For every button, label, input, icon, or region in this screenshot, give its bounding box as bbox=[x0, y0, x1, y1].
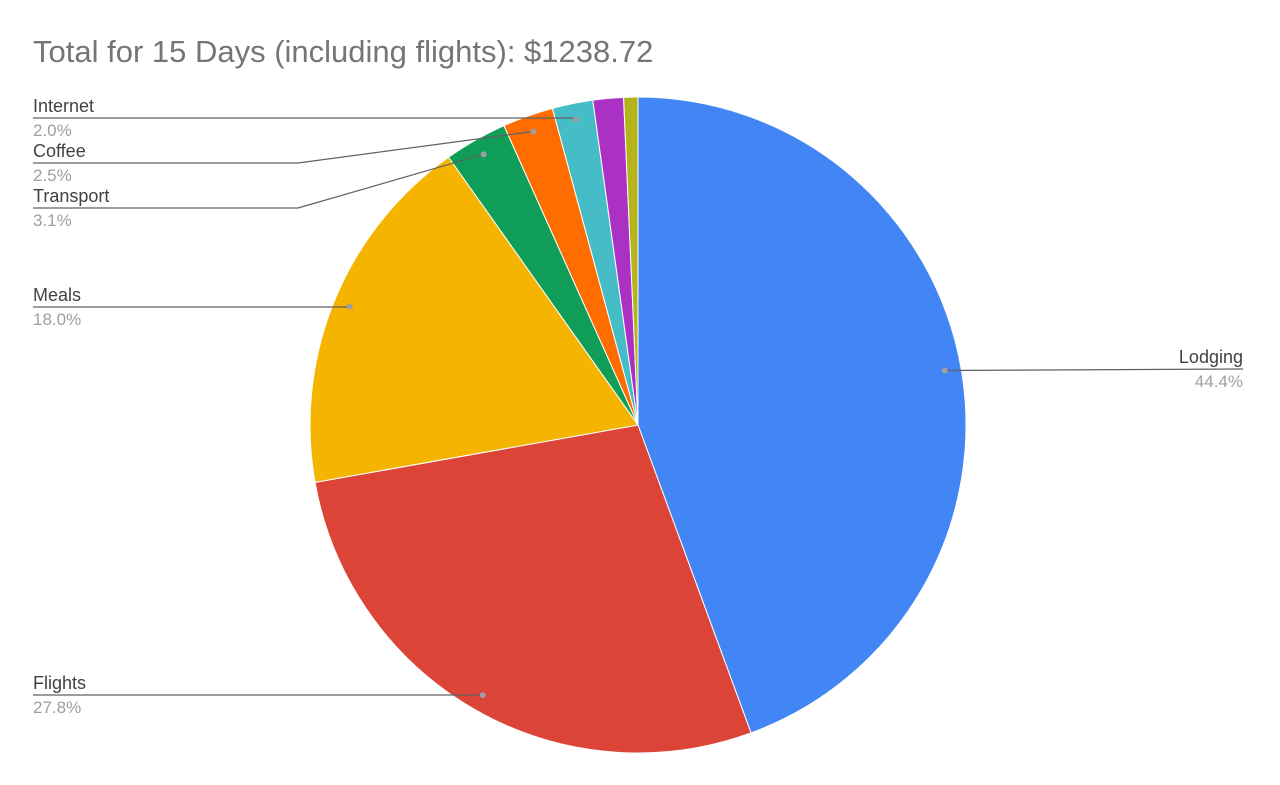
slice-label: Lodging bbox=[1179, 347, 1243, 367]
slice-value-label: 2.0% bbox=[33, 121, 72, 140]
pie-slice bbox=[309, 156, 639, 483]
chart-title: Total for 15 Days (including flights): $… bbox=[33, 34, 653, 69]
leader-dot bbox=[530, 128, 537, 135]
slice-label: Internet bbox=[33, 96, 94, 116]
slice-value-label: 3.1% bbox=[33, 211, 72, 230]
leader-dot bbox=[941, 367, 948, 374]
slice-label: Coffee bbox=[33, 141, 86, 161]
slice-label: Transport bbox=[33, 186, 109, 206]
leader-line bbox=[944, 368, 1244, 372]
leader-dot bbox=[346, 303, 353, 310]
slice-value-label: 44.4% bbox=[1195, 372, 1243, 391]
pie-slice bbox=[637, 96, 967, 734]
leader-dot bbox=[480, 151, 487, 158]
leader-dot bbox=[572, 116, 579, 123]
pie-slice bbox=[623, 96, 639, 426]
slice-value-label: 18.0% bbox=[33, 310, 81, 329]
slice-value-label: 2.5% bbox=[33, 166, 72, 185]
leader-dot bbox=[479, 692, 486, 699]
slice-label: Meals bbox=[33, 285, 81, 305]
slice-value-label: 27.8% bbox=[33, 698, 81, 717]
slice-label: Flights bbox=[33, 673, 86, 693]
pie-slice bbox=[314, 424, 752, 754]
leader-line bbox=[33, 130, 534, 164]
leader-line bbox=[33, 153, 484, 209]
